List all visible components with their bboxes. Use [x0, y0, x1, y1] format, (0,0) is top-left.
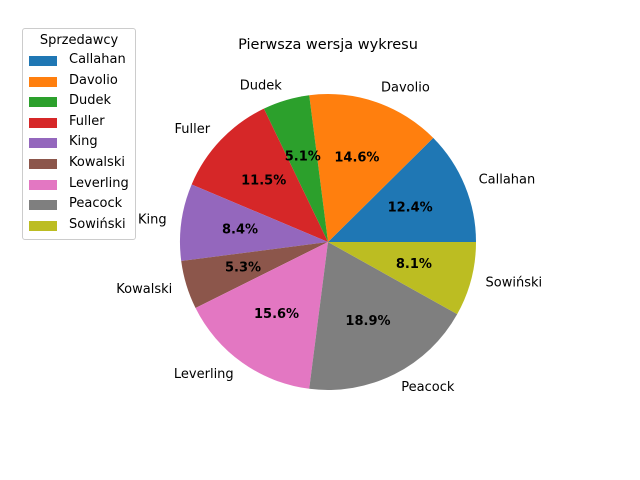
slice-pct-peacock: 18.9%: [345, 314, 390, 329]
slice-label-peacock: Peacock: [401, 380, 455, 395]
legend-swatch: [29, 138, 57, 149]
legend-swatch: [29, 200, 57, 211]
slice-label-kowalski: Kowalski: [116, 282, 172, 297]
legend-swatch: [29, 179, 57, 190]
legend-label: Leverling: [69, 175, 129, 191]
slice-pct-king: 8.4%: [222, 223, 258, 238]
legend-label: Davolio: [69, 72, 118, 88]
legend-swatch: [29, 76, 57, 87]
legend-label: Kowalski: [69, 154, 125, 170]
slice-pct-fuller: 11.5%: [241, 173, 286, 188]
pie-slice-king: [180, 184, 328, 262]
slice-pct-davolio: 14.6%: [334, 151, 379, 166]
legend-label: Fuller: [69, 113, 105, 129]
slice-label-dudek: Dudek: [240, 78, 282, 93]
pie-slice-peacock: [309, 242, 458, 390]
legend: Sprzedawcy Callahan Davolio Dudek Fuller Kin…: [22, 28, 136, 240]
pie-slice-callahan: [328, 137, 476, 242]
slice-pct-callahan: 12.4%: [388, 201, 433, 216]
legend-label: Sowiński: [69, 216, 126, 232]
legend-swatch: [29, 97, 57, 108]
legend-swatch: [29, 117, 57, 128]
slice-pct-dudek: 5.1%: [285, 149, 321, 164]
slice-label-callahan: Callahan: [479, 173, 536, 188]
slice-label-leverling: Leverling: [174, 367, 234, 382]
slice-pct-sowinski: 8.1%: [396, 257, 432, 272]
pie-slices: [180, 94, 476, 390]
legend-swatch: [29, 158, 57, 169]
slice-pct-kowalski: 5.3%: [225, 260, 261, 275]
pie-slice-sowinski: [328, 242, 476, 315]
pie-slice-kowalski: [181, 242, 328, 309]
legend-label: Dudek: [69, 93, 112, 109]
slice-pct-leverling: 15.6%: [254, 307, 299, 322]
slice-percentage-labels: 12.4% 14.6% 5.1% 11.5% 8.4% 5.3% 15.6% 18.9% 8.1…: [222, 149, 433, 328]
slice-label-fuller: Fuller: [175, 122, 211, 137]
legend-swatch: [29, 56, 57, 66]
legend-label: King: [69, 134, 98, 150]
pie-slice-leverling: [195, 242, 328, 389]
chart-title: Pierwsza wersja wykresu: [238, 37, 418, 53]
pie-slice-dudek: [263, 95, 328, 243]
legend-swatch: [29, 220, 57, 231]
pie-slice-davolio: [309, 94, 434, 242]
legend-label: Peacock: [69, 196, 123, 212]
legend-label: Callahan: [69, 52, 126, 67]
legend-title: Sprzedawcy: [39, 33, 119, 48]
slice-label-davolio: Davolio: [381, 81, 430, 96]
slice-label-sowinski: Sowiński: [486, 276, 543, 291]
slice-outer-labels: Callahan Davolio Dudek Fuller King Kowalski Le…: [116, 78, 542, 394]
slice-label-king: King: [138, 213, 167, 228]
pie-slice-fuller: [191, 108, 328, 242]
